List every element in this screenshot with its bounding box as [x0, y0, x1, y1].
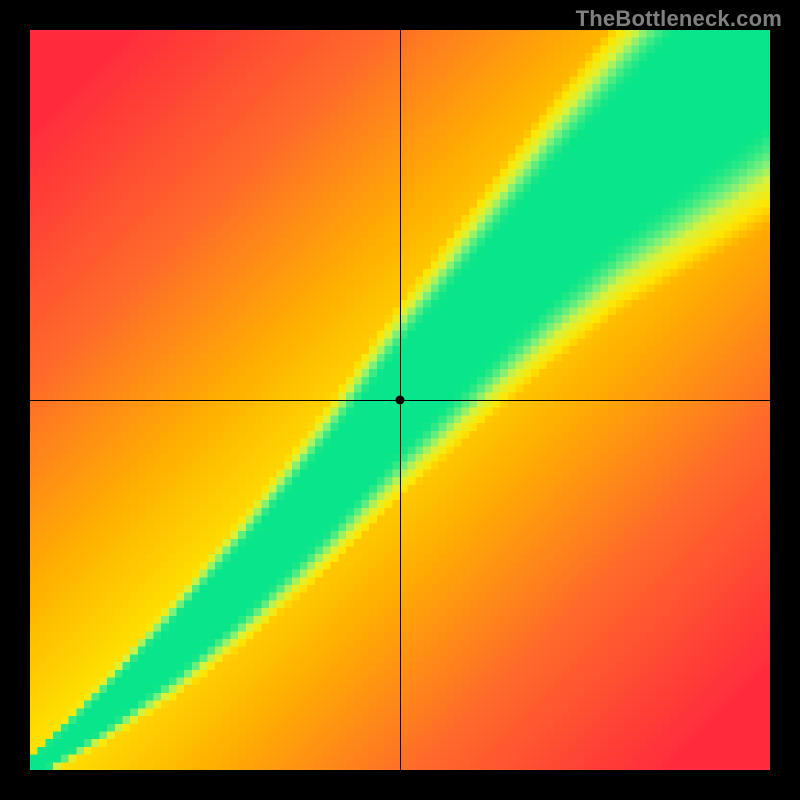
- chart-container: TheBottleneck.com: [0, 0, 800, 800]
- crosshair-marker: [396, 396, 405, 405]
- watermark-text: TheBottleneck.com: [576, 6, 782, 32]
